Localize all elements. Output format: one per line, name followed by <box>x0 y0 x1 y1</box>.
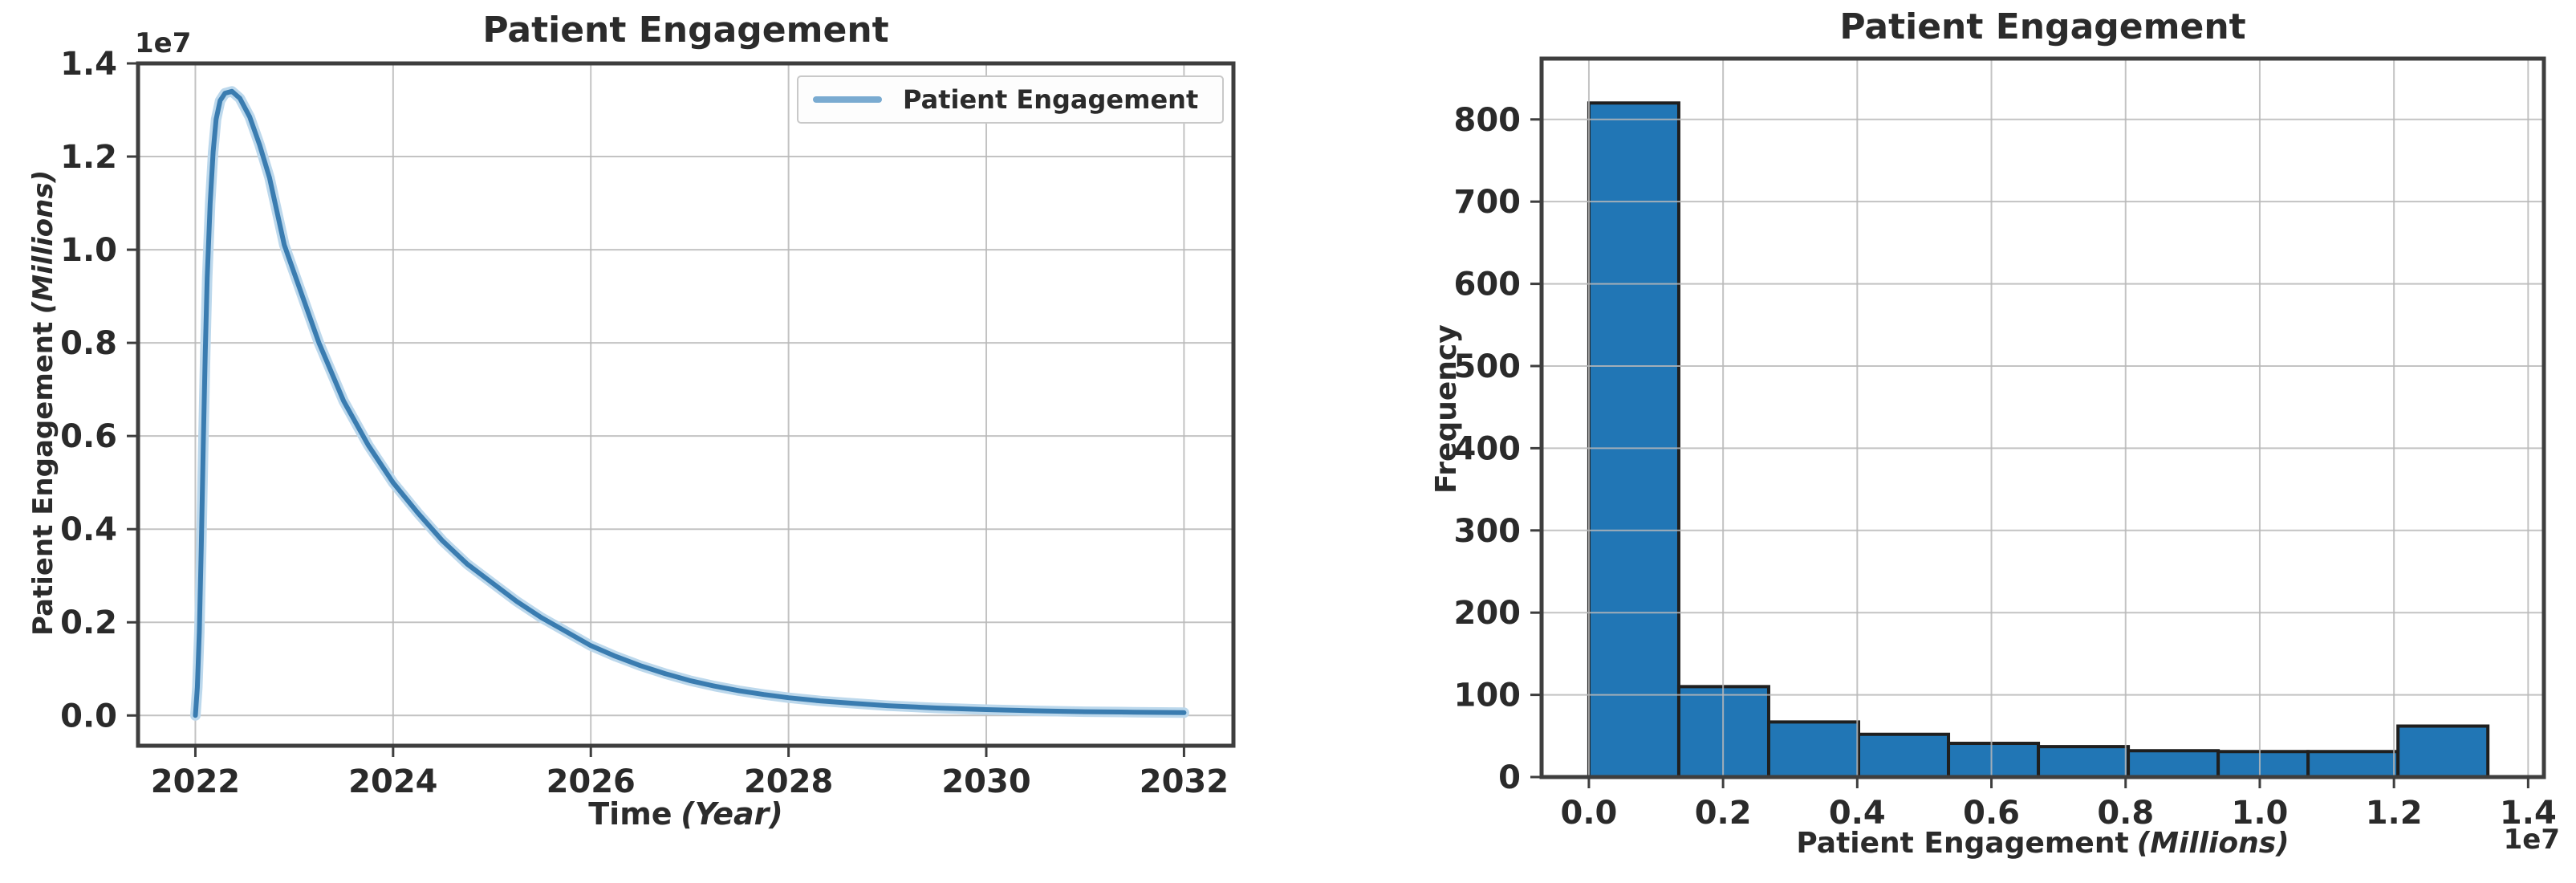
y-tick-label: 0.0 <box>60 698 117 734</box>
y-tick-label: 500 <box>1454 348 1522 385</box>
histogram-bar <box>2306 750 2400 779</box>
x-tick-label: 0.8 <box>2097 795 2154 832</box>
y-tick-label: 300 <box>1454 513 1522 550</box>
x-tick-label: 0.4 <box>1829 795 1886 832</box>
x-tick-label: 2030 <box>941 763 1030 800</box>
line-chart-y-offset-text: 1e7 <box>135 27 192 59</box>
x-tick-label: 0.6 <box>1963 795 2020 832</box>
y-tick-label: 200 <box>1454 595 1522 632</box>
x-axis-label-units: (Year) <box>681 796 783 832</box>
x-tick-label: 1.4 <box>2500 795 2557 832</box>
histogram-bar <box>2396 724 2490 779</box>
y-tick-label: 100 <box>1454 678 1522 714</box>
plot-border <box>1539 56 2546 779</box>
y-axis-label-text: Patient Engagement <box>27 321 59 636</box>
line-chart-x-axis-label: Time (Year) <box>138 796 1233 832</box>
y-tick-label: 1.4 <box>60 46 117 83</box>
plot-border <box>136 61 1236 748</box>
x-tick-label: 1.0 <box>2232 795 2289 832</box>
x-tick-label: 2022 <box>151 763 240 800</box>
x-tick-label: 2032 <box>1140 763 1229 800</box>
histogram-bar <box>1766 720 1861 779</box>
y-tick-label: 0.8 <box>60 325 117 362</box>
y-tick-label: 1.2 <box>60 139 117 176</box>
x-tick-label: 2024 <box>348 763 437 800</box>
legend: Patient Engagement <box>797 75 1224 124</box>
histogram-bar <box>1857 732 1951 779</box>
hist-x-axis-label-units: (Millions) <box>2136 827 2290 860</box>
histogram-bar <box>1947 742 2041 779</box>
histogram-title: Patient Engagement <box>1839 6 2246 47</box>
histogram-bar <box>2216 750 2310 779</box>
y-tick-label: 0.4 <box>60 511 117 548</box>
histogram-bar <box>1587 101 1680 779</box>
y-tick-label: 600 <box>1454 267 1522 303</box>
x-tick-label: 0.2 <box>1695 795 1752 832</box>
engagement-curve <box>193 88 1187 718</box>
x-tick-label: 2028 <box>744 763 833 800</box>
y-tick-label: 0 <box>1498 759 1521 796</box>
y-tick-label: 700 <box>1454 184 1522 221</box>
x-tick-label: 0.0 <box>1561 795 1618 832</box>
y-tick-label: 400 <box>1454 430 1522 467</box>
histogram-x-axis-label: Patient Engagement (Millions) <box>1542 827 2544 860</box>
y-tick-label: 0.2 <box>60 604 117 641</box>
x-tick-label: 2026 <box>546 763 636 800</box>
histogram-y-axis-label: Frequency <box>1430 324 1463 494</box>
y-axis-label-units: (Millions) <box>27 169 59 315</box>
histogram-bar <box>2127 749 2220 779</box>
line-chart-y-axis-label: Patient Engagement (Millions) <box>27 170 59 636</box>
y-tick-label: 0.6 <box>60 418 117 455</box>
histogram-x-offset-text: 1e7 <box>2503 824 2560 856</box>
x-tick-label: 1.2 <box>2366 795 2423 832</box>
x-axis-label-text: Time <box>588 796 672 832</box>
y-tick-label: 1.0 <box>60 232 117 269</box>
legend-label: Patient Engagement <box>903 84 1199 115</box>
hist-x-axis-label-text: Patient Engagement <box>1796 827 2129 860</box>
legend-line-sample-icon <box>813 96 882 103</box>
y-tick-label: 800 <box>1454 102 1522 139</box>
line-chart-title: Patient Engagement <box>482 10 889 51</box>
histogram-bar <box>2037 745 2131 779</box>
